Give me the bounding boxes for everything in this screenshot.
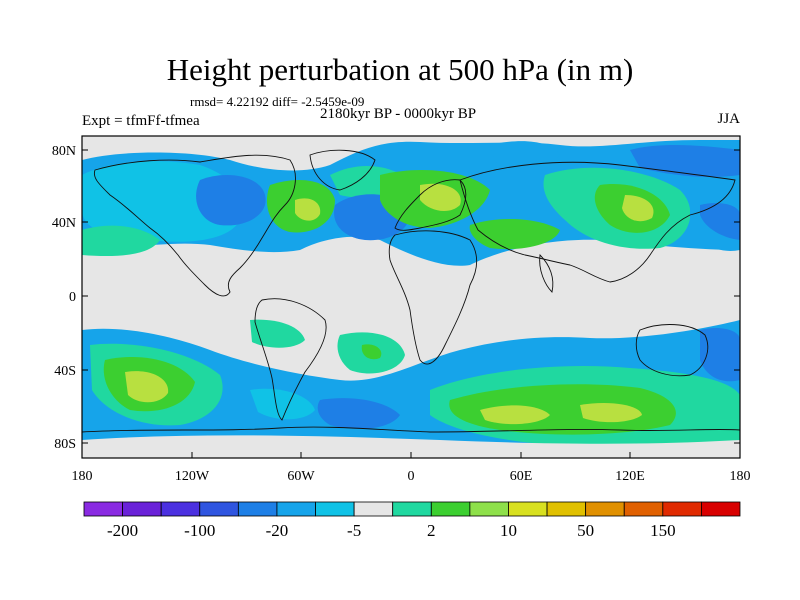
tick-marks xyxy=(81,149,741,458)
colorbar-swatch xyxy=(122,501,162,517)
lat-label-80n: 80N xyxy=(52,144,76,159)
colorbar-swatch xyxy=(392,501,432,517)
colorbar-swatch xyxy=(237,501,278,517)
colorbar-label: -100 xyxy=(184,521,215,540)
colorbar-swatch xyxy=(199,501,239,517)
contour-region xyxy=(700,203,740,240)
colorbar-label: -20 xyxy=(266,521,289,540)
colorbar-label: 50 xyxy=(577,521,594,540)
colorbar-label: -5 xyxy=(347,521,361,540)
lat-label-80s: 80S xyxy=(54,437,76,452)
colorbar-swatch xyxy=(585,501,625,517)
asia-coast xyxy=(459,161,736,283)
lat-labels: 80N 40N 0 40S 80S xyxy=(52,144,76,452)
contour-region xyxy=(82,225,160,257)
colorbar-swatch xyxy=(662,501,702,517)
lon-label-120e: 120E xyxy=(615,469,645,484)
lat-label-0: 0 xyxy=(69,290,76,305)
contour-region xyxy=(630,145,740,178)
colorbar-swatch xyxy=(469,501,509,517)
colorbar xyxy=(83,501,741,517)
contour-region xyxy=(622,195,654,222)
colorbar-swatch xyxy=(508,501,548,517)
lon-label-180w: 180 xyxy=(72,469,93,484)
colorbar-swatch xyxy=(315,501,355,517)
colorbar-label: 10 xyxy=(500,521,517,540)
contour-region xyxy=(82,435,740,458)
coastline-layer xyxy=(82,149,740,433)
south-america-coast xyxy=(254,298,327,421)
lon-label-60e: 60E xyxy=(510,469,533,484)
contour-region xyxy=(580,403,642,423)
colorbar-swatch xyxy=(353,501,394,517)
europe-coast xyxy=(394,179,467,231)
colorbar-label: 150 xyxy=(650,521,676,540)
contour-region xyxy=(361,344,382,360)
experiment-label: Expt = tfmFf-tfmea xyxy=(82,113,200,129)
greenland-coast xyxy=(309,149,376,191)
period-label: 2180kyr BP - 0000kyr BP xyxy=(320,106,477,122)
lon-labels: 180 120W 60W 0 60E 120E 180 xyxy=(72,469,751,484)
lon-label-180e: 180 xyxy=(730,469,751,484)
lon-label-0: 0 xyxy=(408,469,415,484)
colorbar-swatch xyxy=(160,501,201,517)
colorbar-swatch xyxy=(701,501,741,517)
colorbar-swatch xyxy=(546,501,587,517)
contour-region xyxy=(469,218,560,250)
contour-region xyxy=(420,183,461,212)
colorbar-label: 2 xyxy=(427,521,436,540)
australia-coast xyxy=(635,324,709,377)
colorbar-swatch xyxy=(83,501,123,517)
north-america-coast xyxy=(93,154,296,297)
lon-label-120w: 120W xyxy=(175,469,210,484)
season-label: JJA xyxy=(717,111,740,127)
antarctica-coast xyxy=(82,426,740,433)
colorbar-labels: -200 -100 -20 -5 2 10 50 150 xyxy=(107,521,676,540)
colorbar-swatch xyxy=(276,501,316,517)
lat-label-40n: 40N xyxy=(52,216,76,231)
contour-region xyxy=(295,198,321,221)
contour-region xyxy=(480,405,550,425)
colorbar-label: -200 xyxy=(107,521,138,540)
contour-region xyxy=(317,398,400,429)
africa-coast xyxy=(388,230,478,365)
contour-region xyxy=(250,388,315,420)
lat-label-40s: 40S xyxy=(54,364,76,379)
colorbar-swatch xyxy=(623,501,664,517)
colorbar-swatch xyxy=(430,501,471,517)
contour-fill-layer xyxy=(82,140,740,458)
stats-label: rmsd= 4.22192 diff= -2.5459e-09 xyxy=(190,94,365,109)
contour-region xyxy=(700,328,740,382)
contour-region xyxy=(250,319,305,348)
plot-title: Height perturbation at 500 hPa (in m) xyxy=(166,52,634,87)
contour-region xyxy=(125,371,169,403)
contour-region xyxy=(196,175,266,226)
lon-label-60w: 60W xyxy=(287,469,315,484)
india-coast xyxy=(539,254,554,293)
contour-region xyxy=(490,141,560,169)
